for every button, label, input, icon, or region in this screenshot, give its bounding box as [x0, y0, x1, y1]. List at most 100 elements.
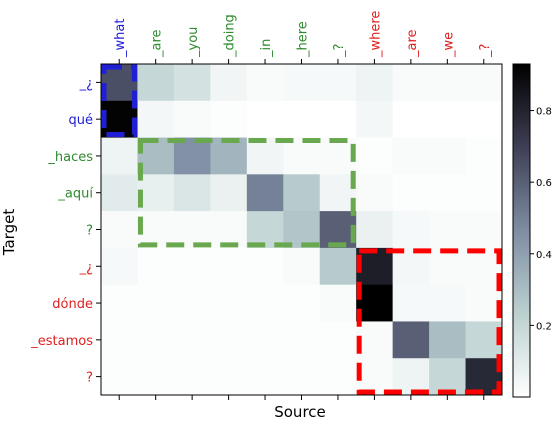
- heatmap-cell: [210, 64, 248, 102]
- heatmap-cell: [101, 211, 138, 249]
- heatmap-cell: [392, 100, 430, 139]
- heatmap-cell: [246, 137, 284, 175]
- y-tick-label: ?: [86, 224, 93, 239]
- highlight-box: [101, 64, 137, 138]
- heatmap-cell: [210, 321, 248, 359]
- heatmap-cell: [319, 64, 357, 102]
- heatmap-cell: [465, 174, 503, 212]
- heatmap-cell: [465, 321, 503, 359]
- heatmap-cell: [210, 284, 248, 322]
- heatmap-cell: [392, 174, 430, 212]
- colorbar-tick-label: 0.8: [536, 107, 552, 118]
- heatmap-cell: [246, 211, 284, 249]
- heatmap-cell: [137, 321, 175, 359]
- heatmap-cell: [246, 64, 284, 102]
- x-tick-label: _?: [332, 44, 347, 58]
- heatmap-cell: [173, 174, 211, 212]
- x-tick-label: _here: [296, 21, 311, 58]
- heatmap-cell: [137, 247, 175, 286]
- heatmap-cell: [173, 284, 211, 322]
- y-axis-ticks: _¿ qué _haces _aquí? _¿ dónde _estamos?: [30, 76, 101, 386]
- heatmap-cell: [173, 137, 211, 175]
- heatmap-cell: [283, 100, 321, 139]
- heatmap-cell: [319, 100, 357, 139]
- heatmap-cell: [283, 358, 321, 396]
- x-tick-label: _?: [478, 44, 493, 58]
- heatmap-cell: [137, 64, 175, 102]
- heatmap-cell: [101, 247, 138, 286]
- heatmap-cell: [137, 174, 175, 212]
- x-tick-label: _doing: [223, 14, 238, 58]
- heatmap-cell: [392, 321, 430, 359]
- heatmap-cell: [137, 358, 175, 396]
- heatmap-cell: [356, 321, 394, 359]
- y-axis-label: Target: [0, 209, 18, 257]
- heatmap-cells: [101, 64, 503, 396]
- heatmap-cell: [319, 247, 357, 286]
- heatmap-cell: [429, 100, 467, 139]
- heatmap-cell: [429, 174, 467, 212]
- heatmap-cell: [137, 137, 175, 175]
- heatmap-cell: [101, 174, 138, 212]
- y-tick-label: _estamos: [30, 334, 93, 349]
- heatmap-cell: [429, 211, 467, 249]
- heatmap-cell: [392, 64, 430, 102]
- x-axis-label: Source: [274, 403, 326, 421]
- heatmap-cell: [465, 211, 503, 249]
- heatmap-cell: [246, 174, 284, 212]
- colorbar-tick-label: 0.2: [536, 321, 552, 332]
- heatmap-cell: [246, 321, 284, 359]
- y-tick-label: qué: [69, 113, 94, 128]
- heatmap-cell: [283, 247, 321, 286]
- heatmap-cell: [392, 284, 430, 322]
- heatmap-cell: [392, 211, 430, 249]
- colorbar-tick-label: 0.6: [536, 178, 552, 189]
- colorbar-gradient: [512, 63, 531, 398]
- heatmap-cell: [283, 64, 321, 102]
- heatmap-cell: [210, 174, 248, 212]
- heatmap-cell: [429, 247, 467, 286]
- y-tick-label: _aquí: [57, 187, 93, 202]
- x-tick-label: _in: [259, 39, 274, 58]
- heatmap-cell: [465, 358, 503, 396]
- heatmap-cell: [210, 211, 248, 249]
- highlight-box: [137, 138, 356, 248]
- heatmap-cell: [101, 64, 138, 102]
- x-tick-label: _are: [405, 29, 420, 58]
- heatmap-cell: [246, 100, 284, 139]
- heatmap-cell: [356, 64, 394, 102]
- heatmap-cell: [101, 284, 138, 322]
- y-tick-label: _¿: [79, 260, 93, 275]
- heatmap-cell: [283, 321, 321, 359]
- heatmap-cell: [319, 358, 357, 396]
- heatmap-cell: [283, 174, 321, 212]
- heatmap-cell: [356, 284, 394, 322]
- y-tick-label: ?: [86, 371, 93, 386]
- x-tick-label: _what: [113, 19, 128, 58]
- heatmap-cell: [465, 284, 503, 322]
- x-tick-label: _where: [368, 11, 383, 58]
- heatmap-cell: [210, 137, 248, 175]
- heatmap-cell: [465, 64, 503, 102]
- heatmap-cell: [246, 284, 284, 322]
- x-tick-label: _you: [186, 27, 201, 58]
- heatmap-cell: [173, 321, 211, 359]
- heatmap-cell: [319, 284, 357, 322]
- heatmap-cell: [356, 358, 394, 396]
- heatmap-cell: [319, 174, 357, 212]
- heatmap-cell: [356, 100, 394, 139]
- heatmap-cell: [137, 211, 175, 249]
- x-tick-label: _are: [150, 29, 165, 58]
- heatmap-cell: [356, 211, 394, 249]
- heatmap-cell: [137, 100, 175, 139]
- heatmap-cell: [246, 247, 284, 286]
- heatmap-cell: [392, 358, 430, 396]
- heatmap-cell: [429, 358, 467, 396]
- heatmap-cell: [210, 100, 248, 139]
- heatmap-cell: [210, 358, 248, 396]
- heatmap-cell: [173, 211, 211, 249]
- heatmap-cell: [429, 137, 467, 175]
- heatmap-cell: [319, 211, 357, 249]
- y-tick-label: dónde: [52, 297, 93, 312]
